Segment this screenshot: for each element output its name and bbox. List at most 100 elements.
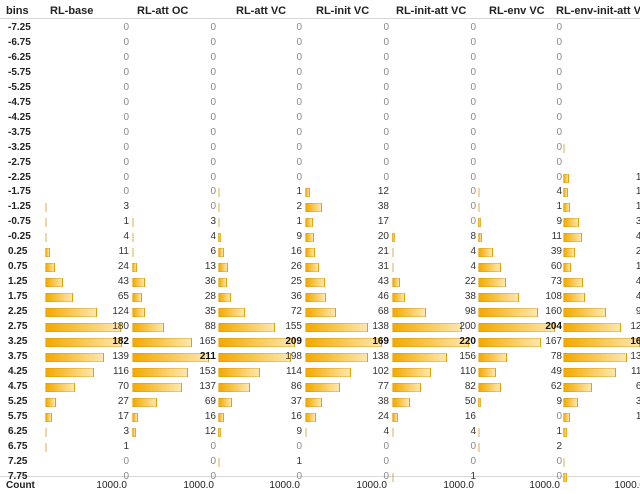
cell-value: 0 [210,126,216,138]
cell-value: 108 [545,291,562,303]
cell-value: 70 [117,380,129,392]
cell-value: 153 [199,365,216,377]
data-bar [305,352,368,362]
cell-value: 0 [470,96,476,108]
data-bar [305,397,323,407]
cell-value: 3 [123,425,129,437]
cell-value: 0 [123,126,129,138]
data-bar [132,337,193,347]
cell-value: 0 [296,171,302,183]
cell-value: 0 [210,440,216,452]
cell-value: 0 [383,96,389,108]
cell-value: 0 [296,470,302,482]
data-bar [218,233,222,243]
cell-value: 36 [290,291,302,303]
data-bar [218,427,222,437]
bin-label: 5.25 [8,395,28,407]
cell-value: 0 [556,66,562,78]
cell-value: 68 [377,306,389,318]
data-bar [563,233,582,243]
data-bar [45,248,50,258]
data-bar [218,278,228,288]
bin-label: -1.75 [8,186,31,198]
cell-value: 4 [383,425,389,437]
cell-value: 165 [199,335,216,347]
bin-label: -3.25 [8,141,31,153]
data-bar [478,382,502,392]
data-bar [392,472,394,482]
data-bar [563,382,592,392]
data-bar [218,188,220,198]
data-bar [305,323,368,332]
cell-value: 0 [383,66,389,78]
cell-value: 0 [383,36,389,48]
cell-value: 4 [470,425,476,437]
cell-value: 25 [290,276,302,288]
cell-value: 138 [372,321,389,332]
data-bar [392,352,447,362]
cell-value: 211 [199,350,216,362]
bin-label: 6.75 [8,440,28,452]
cell-value: 0 [615,52,640,63]
cell-value: 0 [296,126,302,138]
cell-value: 4 [123,231,129,243]
data-bar [478,248,493,258]
cell-value: 26 [635,246,640,258]
cell-value: 43 [377,276,389,288]
cell-value: 138 [630,350,640,362]
header-divider [0,18,640,19]
data-bar [392,278,400,288]
bin-label: 0.75 [8,261,28,273]
cell-value: 0 [383,141,389,153]
cell-value: 0 [383,111,389,123]
cell-value: 33 [635,395,640,407]
bin-label: 7.25 [8,455,28,467]
data-bar [132,397,158,407]
cell-value: 26 [290,261,302,273]
data-bar [305,337,382,347]
cell-value: 27 [117,395,129,407]
bin-label: -6.25 [8,51,31,63]
cell-value: 0 [556,126,562,138]
bin-label: -1.25 [8,201,31,213]
cell-value: 12 [635,171,640,183]
cell-value: 16 [635,201,640,213]
cell-value: 0 [123,81,129,93]
cell-value: 17 [117,410,129,422]
cell-value: 42 [635,276,640,288]
cell-value: 0 [470,22,476,33]
data-bar [45,278,64,288]
cell-value: 0 [210,141,216,153]
data-bar [563,308,606,318]
cell-value: 138 [372,350,389,362]
cell-value: 69 [204,395,216,407]
data-bar [305,218,313,228]
cell-value: 0 [123,156,129,168]
bin-label: -3.75 [8,126,31,138]
series-header: RL-base [50,5,94,17]
cell-value: 4 [210,231,216,243]
cell-value: 204 [545,321,562,332]
cell-value: 0 [556,470,562,482]
cell-value: 3 [123,201,129,213]
cell-value: 0 [296,111,302,123]
cell-value: 6 [210,246,216,258]
cell-value: 72 [290,306,302,318]
cell-value: 0 [556,96,562,108]
cell-value: 1 [296,186,302,198]
cell-value: 62 [550,380,562,392]
data-bar [392,263,394,273]
cell-value: 0 [210,111,216,123]
cell-value: 0 [123,186,129,198]
cell-value: 77 [377,380,389,392]
cell-value: 24 [377,410,389,422]
data-bar [392,323,462,332]
cell-value: 0 [383,455,389,467]
data-bar [218,367,260,377]
cell-value: 209 [285,335,302,347]
cell-value: 9 [296,425,302,437]
cell-value: 0 [210,470,216,482]
cell-value: 0 [123,141,129,153]
data-bar [478,367,497,377]
